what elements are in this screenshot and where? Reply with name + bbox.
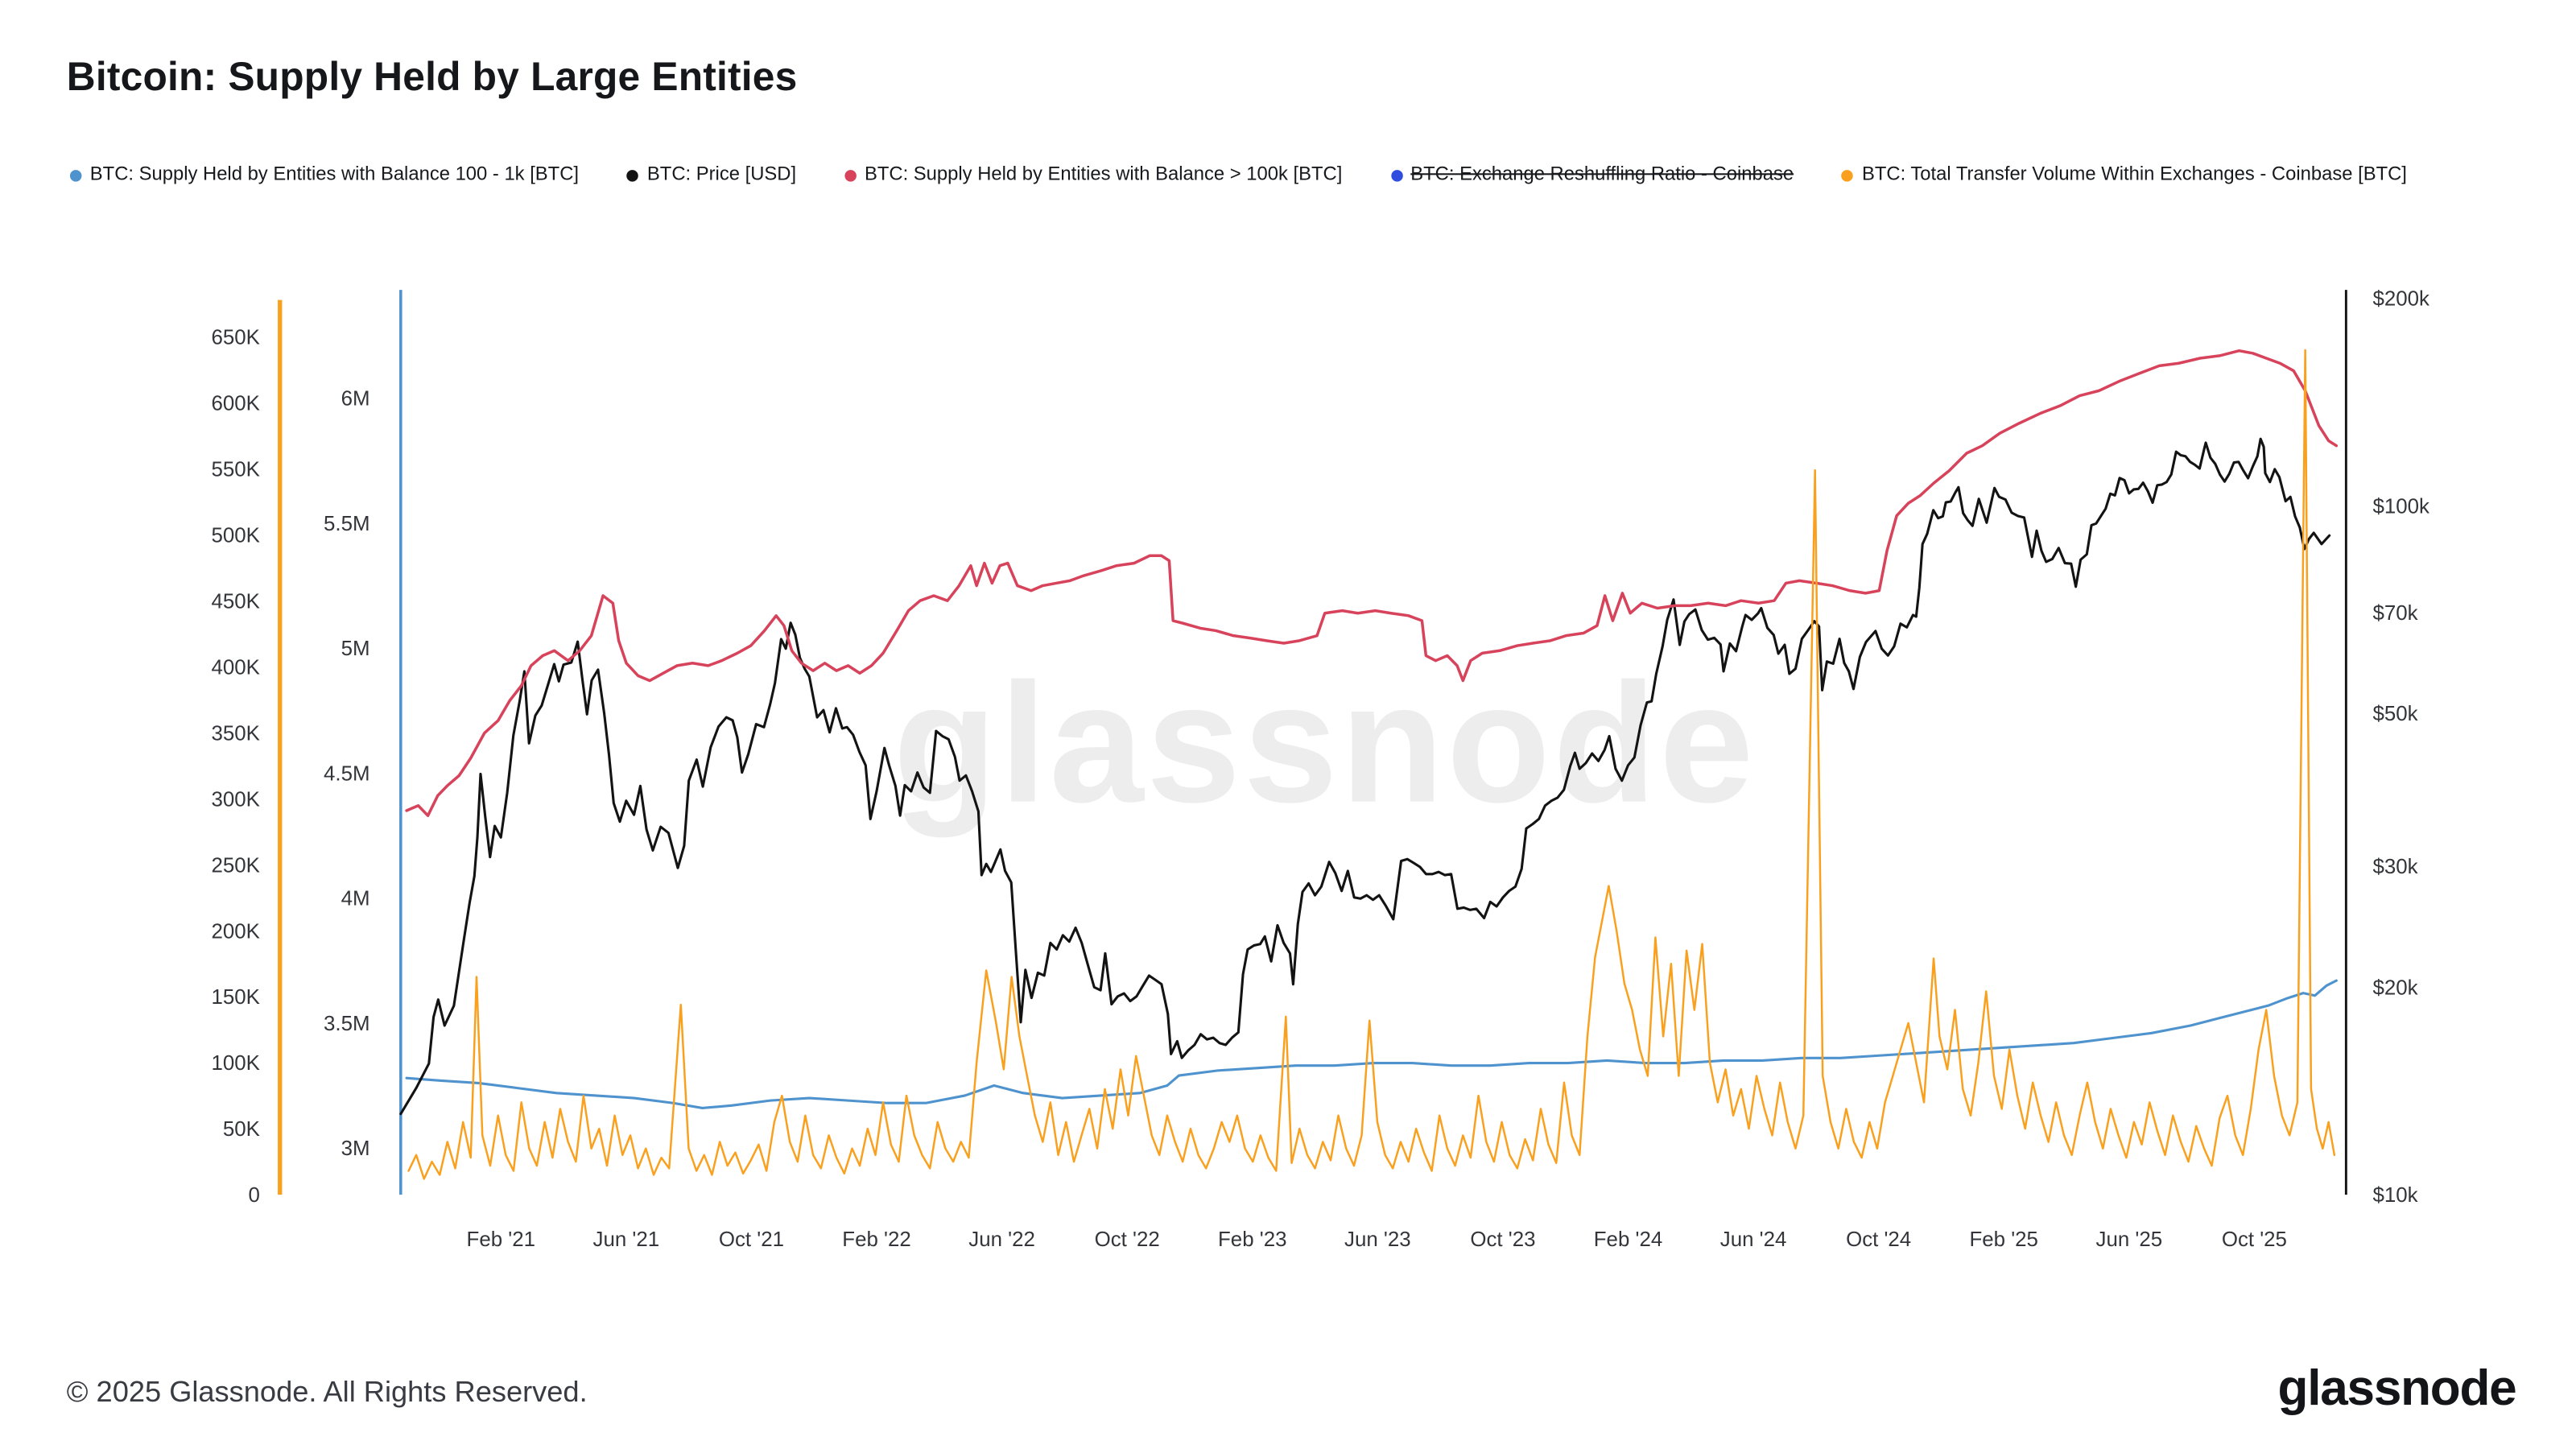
y-axis-right-label: $100k bbox=[2372, 495, 2429, 518]
legend-item-label: BTC: Exchange Reshuffling Ratio - Coinba… bbox=[1410, 164, 1794, 185]
legend-item-label: BTC: Supply Held by Entities with Balanc… bbox=[864, 164, 1343, 185]
legend-item-supply-over-100k[interactable]: BTC: Supply Held by Entities with Balanc… bbox=[844, 165, 1342, 185]
x-axis-label: Feb '25 bbox=[1970, 1228, 2038, 1251]
y-axis-left-inner-label: 4M bbox=[341, 888, 370, 910]
y-axis-left-outer-label: 0 bbox=[249, 1184, 260, 1207]
y-axis-left-inner-label: 3M bbox=[341, 1137, 370, 1160]
series-line-price bbox=[399, 437, 2331, 1116]
x-axis-label: Jun '21 bbox=[593, 1228, 660, 1251]
y-axis-left-outer-label: 650K bbox=[212, 327, 260, 349]
x-axis-label: Oct '23 bbox=[1470, 1228, 1535, 1251]
x-axis-label: Feb '21 bbox=[467, 1228, 535, 1251]
y-axis-left-outer-label: 450K bbox=[212, 590, 260, 613]
page-title: Bitcoin: Supply Held by Large Entities bbox=[66, 55, 798, 101]
series-line-transfer-volume bbox=[407, 349, 2336, 1180]
y-axis-right-label: $70k bbox=[2372, 602, 2417, 625]
y-axis-left-outer-label: 300K bbox=[212, 788, 260, 811]
legend-dot-icon bbox=[1390, 169, 1402, 181]
x-axis-label: Oct '22 bbox=[1095, 1228, 1160, 1251]
x-axis-label: Feb '24 bbox=[1594, 1228, 1662, 1251]
y-axis-left-inner-label: 5.5M bbox=[324, 513, 370, 535]
legend-dot-icon bbox=[627, 169, 639, 181]
legend-dot-icon bbox=[69, 169, 82, 181]
y-axis-left-inner-label: 6M bbox=[341, 388, 370, 411]
copyright-text: © 2025 Glassnode. All Rights Reserved. bbox=[66, 1374, 588, 1409]
y-axis-left-inner-label: 4.5M bbox=[324, 762, 370, 785]
y-axis-left-outer-label: 600K bbox=[212, 393, 260, 415]
legend-dot-icon bbox=[1842, 169, 1854, 181]
y-axis-left-outer-label: 50K bbox=[223, 1118, 260, 1141]
legend-item-label: BTC: Price [USD] bbox=[646, 164, 797, 185]
y-axis-right-label: $30k bbox=[2372, 856, 2417, 878]
y-axis-left-outer-label: 200K bbox=[212, 920, 260, 943]
y-axis-left-outer-label: 350K bbox=[212, 722, 260, 745]
watermark-text: glassnode bbox=[894, 648, 1757, 838]
legend-item-reshuffling[interactable]: BTC: Exchange Reshuffling Ratio - Coinba… bbox=[1390, 165, 1794, 185]
y-axis-left-outer-label: 400K bbox=[212, 656, 260, 679]
legend: BTC: Supply Held by Entities with Balanc… bbox=[69, 164, 2407, 185]
x-axis-label: Jun '22 bbox=[968, 1228, 1035, 1251]
x-axis-label: Jun '23 bbox=[1344, 1228, 1411, 1251]
y-axis-left-outer-label: 150K bbox=[212, 986, 260, 1009]
x-axis-label: Jun '24 bbox=[1720, 1228, 1787, 1251]
y-axis-right-label: $10k bbox=[2372, 1184, 2417, 1207]
legend-item-transfer-volume[interactable]: BTC: Total Transfer Volume Within Exchan… bbox=[1842, 165, 2407, 185]
x-axis-label: Oct '25 bbox=[2222, 1228, 2287, 1251]
legend-item-label: BTC: Supply Held by Entities with Balanc… bbox=[89, 164, 580, 185]
y-axis-right-label: $50k bbox=[2372, 703, 2417, 725]
x-axis-label: Feb '23 bbox=[1218, 1228, 1286, 1251]
legend-item-price[interactable]: BTC: Price [USD] bbox=[627, 165, 796, 185]
legend-dot-icon bbox=[844, 169, 857, 181]
y-axis-right-label: $20k bbox=[2372, 976, 2417, 999]
x-axis-label: Oct '21 bbox=[719, 1228, 784, 1251]
x-axis-label: Feb '22 bbox=[842, 1228, 910, 1251]
legend-item-label: BTC: Total Transfer Volume Within Exchan… bbox=[1862, 164, 2407, 185]
y-axis-left-outer-label: 550K bbox=[212, 459, 260, 481]
y-axis-left-inner-label: 3.5M bbox=[324, 1013, 370, 1035]
series-line-supply-over-100k bbox=[405, 349, 2339, 817]
y-axis-left-outer-label: 250K bbox=[212, 854, 260, 877]
x-axis-label: Jun '25 bbox=[2096, 1228, 2163, 1251]
y-axis-right-label: $200k bbox=[2372, 288, 2429, 311]
x-axis-label: Oct '24 bbox=[1846, 1228, 1911, 1251]
glassnode-logo: glassnode bbox=[2277, 1361, 2517, 1417]
y-axis-left-outer-label: 100K bbox=[212, 1052, 260, 1075]
series-line-supply-100-1k bbox=[405, 979, 2338, 1109]
y-axis-left-inner-label: 5M bbox=[341, 638, 370, 660]
legend-item-supply-100-1k[interactable]: BTC: Supply Held by Entities with Balanc… bbox=[69, 164, 580, 185]
y-axis-left-outer-label: 500K bbox=[212, 524, 260, 547]
